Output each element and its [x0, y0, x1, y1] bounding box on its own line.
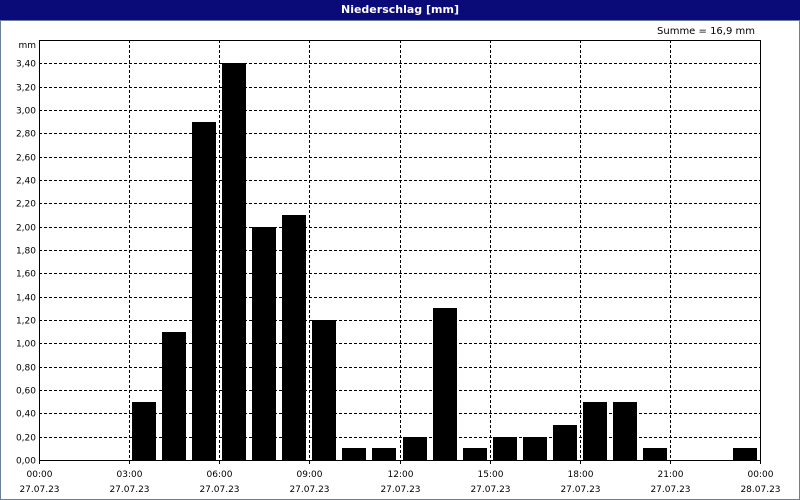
x-tick-time-label: 21:00 — [658, 470, 684, 480]
x-tick-date-label: 27.07.23 — [289, 485, 329, 495]
window-title: Niederschlag [mm] — [0, 0, 800, 20]
bar — [162, 332, 186, 460]
bar — [192, 122, 216, 460]
bar — [222, 63, 246, 460]
x-tick-time-label: 18:00 — [568, 470, 594, 480]
y-tick-label: 1,20 — [16, 317, 36, 327]
x-tick-time-label: 06:00 — [207, 470, 233, 480]
bar — [433, 308, 457, 460]
x-tick-time-label: 09:00 — [297, 470, 323, 480]
x-tick-date-label: 27.07.23 — [380, 485, 420, 495]
bar — [493, 437, 517, 460]
y-axis-label: mm — [18, 41, 36, 51]
bar — [463, 448, 487, 460]
y-tick-label: 1,00 — [16, 340, 36, 350]
sum-label: Summe = 16,9 mm — [657, 26, 755, 37]
y-tick-label: 2,00 — [16, 224, 36, 234]
bar — [342, 448, 366, 460]
bar — [282, 215, 306, 460]
plot-border — [39, 40, 761, 461]
bar — [583, 402, 607, 460]
y-tick-label: 0,80 — [16, 364, 36, 374]
x-tick-date-label: 28.07.23 — [740, 485, 780, 495]
bar — [553, 425, 577, 460]
y-tick-label: 0,60 — [16, 387, 36, 397]
y-tick-label: 0,20 — [16, 434, 36, 444]
y-tick-label: 2,80 — [16, 130, 36, 140]
bar — [252, 227, 276, 460]
bar — [372, 448, 396, 460]
x-tick-time-label: 15:00 — [478, 470, 504, 480]
y-tick-label: 0,40 — [16, 410, 36, 420]
x-tick-time-label: 00:00 — [27, 470, 53, 480]
x-tick-date-label: 27.07.23 — [470, 485, 510, 495]
x-tick-date-label: 27.07.23 — [19, 485, 59, 495]
y-tick-label: 2,40 — [16, 177, 36, 187]
y-tick-label: 2,20 — [16, 200, 36, 210]
y-tick-label: 2,60 — [16, 154, 36, 164]
bar — [733, 448, 757, 460]
y-tick-label: 0,00 — [16, 457, 36, 467]
x-tick-date-label: 27.07.23 — [199, 485, 239, 495]
y-tick-label: 3,00 — [16, 107, 36, 117]
x-tick-date-label: 27.07.23 — [650, 485, 690, 495]
bar — [312, 320, 336, 460]
y-tick-label: 1,60 — [16, 270, 36, 280]
y-tick-label: 1,40 — [16, 294, 36, 304]
x-tick-date-label: 27.07.23 — [560, 485, 600, 495]
bar — [613, 402, 637, 460]
y-tick-label: 3,20 — [16, 84, 36, 94]
bar — [403, 437, 427, 460]
x-tick-time-label: 03:00 — [117, 470, 143, 480]
x-tick-date-label: 27.07.23 — [109, 485, 149, 495]
y-tick-label: 1,80 — [16, 247, 36, 257]
bar — [523, 437, 547, 460]
y-tick-label: 3,40 — [16, 60, 36, 70]
x-tick-time-label: 12:00 — [388, 470, 414, 480]
bar — [643, 448, 667, 460]
x-tick-time-label: 00:00 — [748, 470, 774, 480]
bar — [132, 402, 156, 460]
